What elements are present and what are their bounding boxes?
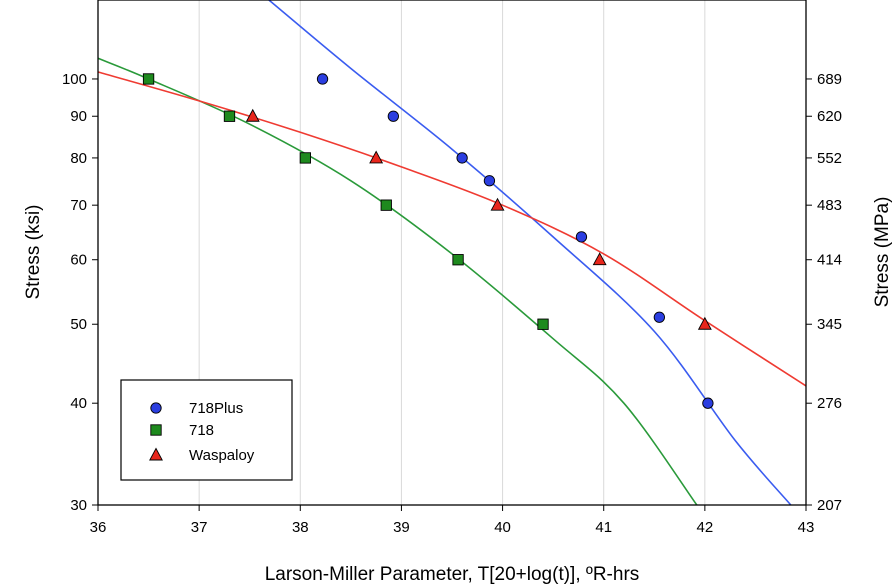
fit-curve-718 bbox=[97, 57, 698, 506]
legend-label-waspaloy: Waspaloy bbox=[189, 447, 255, 464]
y2-tick-label: 207 bbox=[817, 497, 842, 514]
data-point-718plus bbox=[653, 311, 665, 323]
legend-box bbox=[120, 379, 293, 481]
y-tick-label: 90 bbox=[70, 108, 87, 125]
y2-tick-label: 552 bbox=[817, 150, 842, 167]
data-point-718plus bbox=[575, 231, 588, 243]
x-tick-label: 40 bbox=[494, 519, 511, 536]
y-axis-ticks: 30 40 50 60 70 80 90 100 bbox=[62, 71, 98, 514]
data-point-waspaloy bbox=[697, 316, 712, 330]
data-point-718plus bbox=[702, 397, 714, 409]
y-tick-label: 30 bbox=[70, 497, 87, 514]
data-point-718 bbox=[299, 152, 311, 164]
data-point-718 bbox=[223, 110, 236, 122]
x-tick-label: 38 bbox=[292, 519, 309, 536]
data-point-718plus bbox=[456, 152, 468, 164]
y-tick-label: 100 bbox=[62, 71, 87, 88]
legend-markers bbox=[149, 402, 163, 461]
data-point-waspaloy bbox=[369, 150, 384, 164]
data-point-waspaloy bbox=[592, 252, 607, 266]
y2-tick-label: 345 bbox=[817, 316, 842, 333]
fit-curves bbox=[97, 0, 807, 506]
x-axis-ticks: 36 37 38 39 40 41 42 43 bbox=[90, 505, 815, 536]
y2-tick-label: 414 bbox=[817, 252, 842, 269]
y-tick-label: 40 bbox=[70, 395, 87, 412]
legend-label-718: 718 bbox=[189, 422, 214, 439]
y2-axis-title: Stress (MPa) bbox=[872, 197, 892, 308]
y2-tick-label: 689 bbox=[817, 71, 842, 88]
data-point-718 bbox=[537, 318, 549, 330]
legend-label-718plus: 718Plus bbox=[189, 400, 243, 417]
data-point-718 bbox=[380, 199, 392, 211]
plot-frame bbox=[97, 0, 807, 506]
fit-curve-718plus bbox=[268, 0, 792, 506]
data-points bbox=[142, 73, 714, 409]
y2-axis-ticks: 207 276 345 414 483 552 620 689 bbox=[806, 71, 842, 514]
y-tick-label: 80 bbox=[70, 150, 87, 167]
y2-tick-label: 276 bbox=[817, 395, 842, 412]
y2-tick-label: 483 bbox=[817, 197, 842, 214]
x-tick-label: 36 bbox=[90, 519, 107, 536]
y-axis-title: Stress (ksi) bbox=[23, 205, 44, 300]
data-point-718 bbox=[452, 254, 464, 266]
data-point-waspaloy bbox=[245, 108, 260, 122]
data-point-718plus bbox=[387, 110, 399, 122]
x-tick-label: 41 bbox=[595, 519, 612, 536]
legend-marker-718plus bbox=[150, 402, 162, 414]
legend-marker-718 bbox=[150, 424, 162, 436]
data-point-waspaloy bbox=[490, 197, 505, 211]
fit-curve-waspaloy bbox=[97, 71, 807, 387]
data-point-718plus bbox=[483, 175, 496, 187]
y2-tick-label: 620 bbox=[817, 108, 842, 125]
x-tick-label: 37 bbox=[191, 519, 208, 536]
y-tick-label: 60 bbox=[70, 252, 87, 269]
x-tick-label: 42 bbox=[697, 519, 714, 536]
x-tick-label: 39 bbox=[393, 519, 410, 536]
x-tick-label: 43 bbox=[798, 519, 815, 536]
data-point-718plus bbox=[316, 73, 329, 85]
legend-marker-waspaloy bbox=[149, 447, 163, 461]
x-axis-title: Larson-Miller Parameter, T[20+log(t)], º… bbox=[265, 564, 640, 585]
legend: 718Plus 718 Waspaloy bbox=[120, 379, 293, 481]
y-tick-label: 50 bbox=[70, 316, 87, 333]
y-tick-label: 70 bbox=[70, 197, 87, 214]
data-point-718 bbox=[142, 73, 155, 85]
